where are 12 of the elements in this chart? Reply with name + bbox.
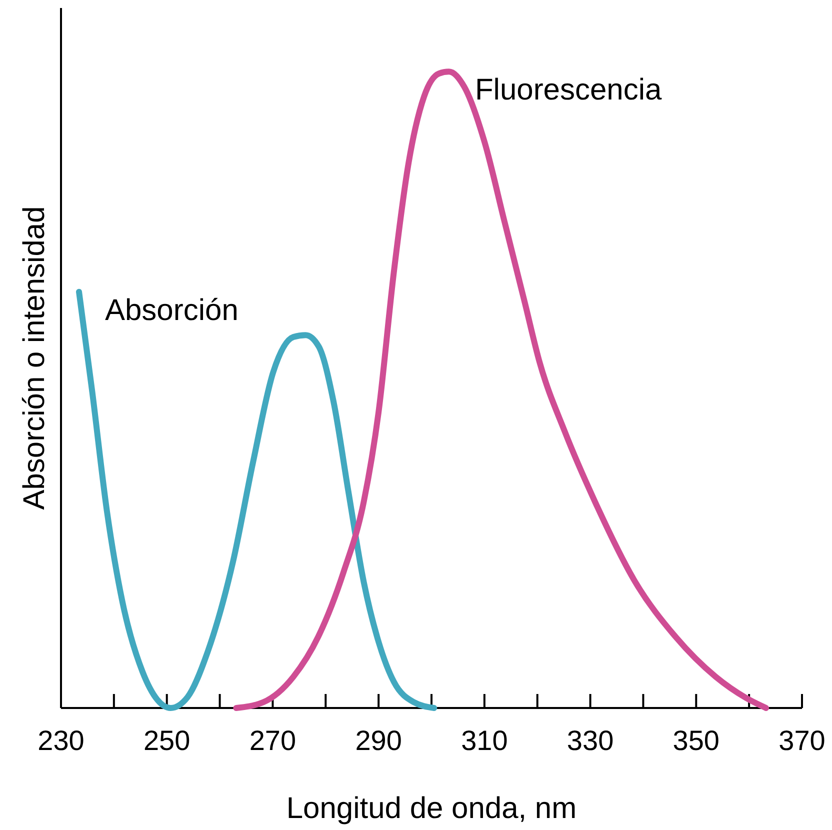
x-axis-title: Longitud de onda, nm [286, 792, 577, 825]
x-tick-label: 350 [672, 725, 720, 756]
y-axis-title: Absorción o intensidad [18, 206, 51, 510]
x-tick-label: 290 [355, 725, 402, 756]
series-label: Fluorescencia [474, 74, 662, 107]
x-tick-label: 270 [249, 725, 296, 756]
series-label: Absorción [104, 294, 238, 327]
x-tick-label: 330 [566, 725, 614, 756]
x-tick-label: 370 [778, 725, 826, 756]
x-tick-label: 250 [144, 725, 190, 756]
x-tick-label: 230 [38, 725, 84, 756]
x-tick-label: 310 [461, 725, 508, 756]
